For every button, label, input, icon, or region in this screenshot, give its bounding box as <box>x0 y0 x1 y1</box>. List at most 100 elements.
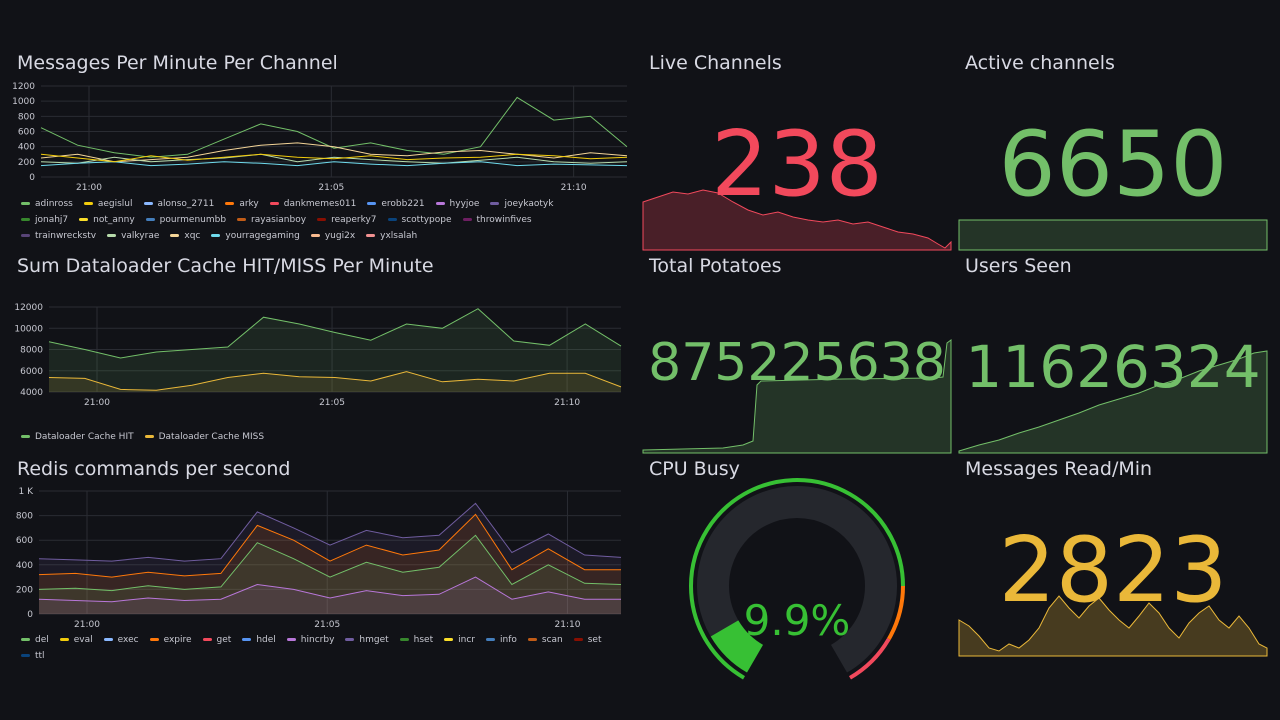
legend-item[interactable]: exec <box>103 632 139 648</box>
total-potatoes-value: 875225638 <box>648 333 946 393</box>
legend-item[interactable]: joeykaotyk <box>490 196 553 212</box>
y-tick-label: 200 <box>16 585 33 595</box>
legend-label: trainwreckstv <box>35 231 97 241</box>
redis-panel-title: Redis commands per second <box>17 458 291 480</box>
cache-panel-title: Sum Dataloader Cache HIT/MISS Per Minute <box>17 255 434 277</box>
legend-item[interactable]: aegislul <box>83 196 133 212</box>
legend-item[interactable]: dankmemes011 <box>269 196 356 212</box>
legend-swatch <box>83 202 93 205</box>
active-channels-sparkline <box>958 219 1268 251</box>
series-line <box>40 96 628 158</box>
legend-item[interactable]: yxlsalah <box>366 228 417 244</box>
series-line <box>40 161 628 167</box>
legend-item[interactable]: del <box>21 632 49 648</box>
legend-item[interactable]: adinross <box>21 196 73 212</box>
legend-item[interactable]: reaperky7 <box>317 212 377 228</box>
legend-label: exec <box>117 635 139 645</box>
legend-item[interactable]: rayasianboy <box>237 212 306 228</box>
legend-label: not_anny <box>93 215 135 225</box>
active-channels-value: 6650 <box>998 112 1228 217</box>
legend-swatch <box>170 234 180 237</box>
legend-item[interactable]: throwinfives <box>462 212 532 228</box>
messages-chart[interactable]: 1200 1000 800 600 400 200 0 21:00 21:05 21:10 <box>12 52 629 193</box>
y-tick-label: 800 <box>18 112 35 122</box>
legend-label: yourragegaming <box>225 231 300 241</box>
messages-panel-title: Messages Per Minute Per Channel <box>17 52 338 74</box>
active-channels-panel: Active channels 6650 <box>958 52 1268 251</box>
cpu-busy-panel: CPU Busy 9.9% <box>643 458 951 680</box>
legend-label: incr <box>458 635 475 645</box>
legend-label: erobb221 <box>381 199 425 209</box>
series-area <box>49 308 621 392</box>
legend-item[interactable]: eval <box>59 632 93 648</box>
legend-swatch <box>225 202 235 205</box>
legend-item[interactable]: alonso_2711 <box>143 196 214 212</box>
legend-item[interactable]: yugi2x <box>310 228 355 244</box>
legend-item[interactable]: hincrby <box>286 632 334 648</box>
legend-item[interactable]: pourmenumbb <box>145 212 226 228</box>
legend-item[interactable]: set <box>573 632 602 648</box>
legend-swatch <box>21 202 30 205</box>
legend-item[interactable]: jonahj7 <box>21 212 68 228</box>
legend-item[interactable]: incr <box>444 632 475 648</box>
y-tick-label: 8000 <box>20 346 43 356</box>
legend-item[interactable]: ttl <box>21 648 45 664</box>
legend-label: yxlsalah <box>380 231 418 241</box>
x-tick-label: 21:10 <box>555 620 581 630</box>
legend-item[interactable]: erobb221 <box>367 196 425 212</box>
cpu-busy-value: 9.9% <box>743 596 851 645</box>
users-seen-panel: Users Seen 11626324 <box>958 255 1268 454</box>
legend-swatch <box>145 218 155 221</box>
y-tick-label: 1000 <box>12 97 35 107</box>
y-tick-label: 0 <box>29 173 35 183</box>
redis-chart[interactable]: 1 K 800 600 400 200 0 21:00 21:05 21:10 <box>16 458 629 633</box>
legend-label: scan <box>541 635 563 645</box>
legend-label: scottypope <box>401 215 452 225</box>
y-tick-label: 10000 <box>14 324 43 334</box>
live-channels-sparkline <box>642 189 952 251</box>
legend-swatch <box>286 638 296 641</box>
series-line <box>40 153 628 163</box>
legend-item[interactable]: Dataloader Cache MISS <box>144 429 265 445</box>
legend-item[interactable]: get <box>202 632 231 648</box>
legend-item[interactable]: hset <box>399 632 434 648</box>
legend-item[interactable]: hdel <box>242 632 276 648</box>
legend-item[interactable]: scottypope <box>387 212 452 228</box>
messages-read-value: 2823 <box>998 518 1228 623</box>
legend-item[interactable]: arky <box>225 196 259 212</box>
legend-label: Dataloader Cache HIT <box>35 432 134 442</box>
legend-swatch <box>387 218 397 221</box>
x-tick-label: 21:05 <box>318 183 344 193</box>
cache-panel: Sum Dataloader Cache HIT/MISS Per Minute… <box>14 255 629 450</box>
legend-item[interactable]: Dataloader Cache HIT <box>21 429 134 445</box>
legend-swatch <box>366 234 376 237</box>
legend-swatch <box>444 638 454 641</box>
series-line <box>38 534 622 592</box>
x-tick-label: 21:00 <box>76 183 102 193</box>
legend-item[interactable]: yourragegaming <box>211 228 300 244</box>
redis-panel: Redis commands per second 1 K 800 600 400 20… <box>16 458 629 661</box>
legend-swatch <box>237 218 247 221</box>
messages-read-sparkline <box>958 595 1268 657</box>
x-tick-label: 21:00 <box>74 620 100 630</box>
legend-label: hset <box>413 635 434 645</box>
legend-item[interactable]: expire <box>149 632 192 648</box>
y-tick-label: 400 <box>16 561 33 571</box>
users-seen-title: Users Seen <box>965 255 1072 277</box>
legend-label: xqc <box>184 231 201 241</box>
total-potatoes-title: Total Potatoes <box>649 255 782 277</box>
legend-item[interactable]: hyyjoe <box>435 196 479 212</box>
series-line <box>48 371 622 391</box>
legend-item[interactable]: hmget <box>345 632 389 648</box>
legend-item[interactable]: info <box>485 632 517 648</box>
legend-item[interactable]: valkyrae <box>107 228 159 244</box>
legend-label: joeykaotyk <box>504 199 554 209</box>
legend-item[interactable]: xqc <box>170 228 200 244</box>
legend-swatch <box>573 638 583 641</box>
legend-item[interactable]: scan <box>527 632 563 648</box>
legend-item[interactable]: trainwreckstv <box>21 228 96 244</box>
legend-label: Dataloader Cache MISS <box>158 432 265 442</box>
cache-chart[interactable]: 12000 10000 8000 6000 4000 21:00 21:05 21:10 <box>14 255 629 435</box>
total-potatoes-sparkline <box>642 339 952 454</box>
legend-item[interactable]: not_anny <box>79 212 135 228</box>
